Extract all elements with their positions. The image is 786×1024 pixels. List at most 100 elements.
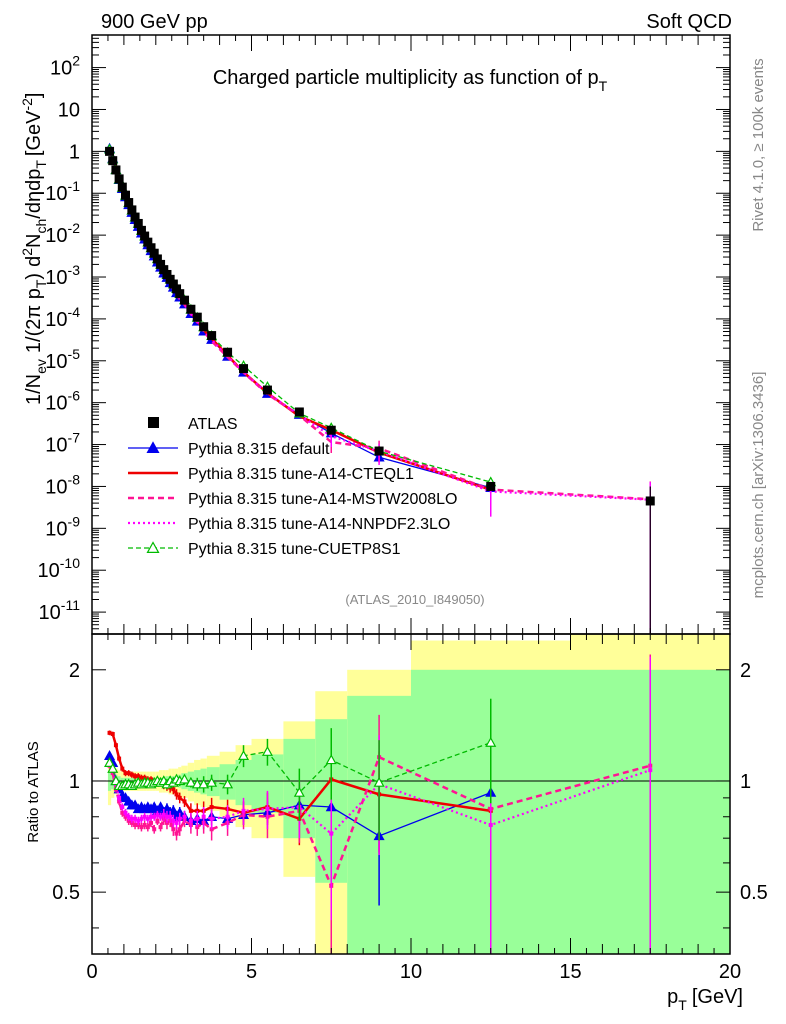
- ratio-point: [188, 818, 193, 823]
- ratio-point: [142, 822, 147, 827]
- ratio-point: [171, 787, 176, 792]
- ratio-point: [117, 756, 122, 761]
- data-point: [159, 265, 169, 275]
- data-point: [186, 304, 196, 314]
- data-point: [165, 274, 175, 284]
- ratio-point: [325, 754, 337, 765]
- data-point: [111, 165, 121, 175]
- ratio-point: [167, 805, 179, 816]
- ratio-ytick-label: 1: [69, 771, 80, 793]
- ratio-point: [485, 736, 497, 747]
- main-ytick-label: 10-7: [45, 430, 80, 457]
- data-point: [199, 322, 209, 332]
- data-point: [326, 425, 336, 435]
- main-ytick-label: 10-6: [45, 388, 80, 415]
- ratio-point: [488, 822, 493, 827]
- main-line-default: [108, 148, 491, 489]
- ratio-point: [155, 812, 160, 817]
- legend-label: Pythia 8.315 default: [188, 441, 330, 458]
- data-point: [146, 243, 156, 253]
- main-line-cuetp8: [108, 149, 491, 483]
- ratio-point: [177, 795, 182, 800]
- analysis-label: (ATLAS_2010_I849050): [345, 592, 484, 607]
- main-ytick-label: 1: [69, 141, 80, 163]
- ratio-point: [164, 814, 169, 819]
- data-point: [143, 237, 153, 247]
- legend-item-nnpdf: Pythia 8.315 tune-A14-NNPDF2.3LO: [128, 516, 450, 533]
- legend-item-mstw: Pythia 8.315 tune-A14-MSTW2008LO: [128, 491, 457, 508]
- data-point: [168, 279, 178, 289]
- data-point: [114, 174, 124, 184]
- ratio-point: [195, 816, 200, 821]
- ratio-point: [177, 816, 182, 821]
- data-point: [262, 385, 272, 395]
- data-point: [124, 198, 134, 208]
- data-point: [136, 225, 146, 235]
- ratio-ytick-label: 2: [69, 660, 80, 682]
- x-tick-label: 20: [719, 961, 741, 983]
- data-point: [152, 254, 162, 264]
- main-series-default: [104, 142, 497, 492]
- main-ytick-label: 10-2: [45, 220, 80, 247]
- ratio-point: [136, 774, 141, 779]
- ratio-point: [373, 776, 385, 787]
- ratio-point: [126, 814, 131, 819]
- ratio-point: [174, 820, 179, 825]
- legend-item-a14cteq: Pythia 8.315 tune-A14-CTEQL1: [128, 466, 414, 483]
- ratio-point: [149, 814, 154, 819]
- ratio-point: [168, 814, 173, 819]
- ratio-point: [161, 812, 166, 817]
- data-point: [180, 295, 190, 305]
- ratio-point: [174, 831, 179, 836]
- main-ytick-label: 10-4: [45, 304, 80, 331]
- main-ytick-label: 10-5: [45, 346, 80, 373]
- ratio-point: [238, 750, 250, 760]
- ratio-point: [174, 792, 179, 797]
- ratio-ytick-label-right: 1: [740, 771, 751, 793]
- main-series-cuetp8: [104, 143, 497, 487]
- main-ytick-label: 10: [58, 99, 80, 121]
- legend-marker: [146, 541, 160, 554]
- data-point: [192, 312, 202, 322]
- main-ytick-label: 10-10: [38, 555, 81, 582]
- ratio-point: [152, 814, 157, 819]
- ratio-point: [198, 778, 210, 789]
- ratio-point: [149, 820, 154, 825]
- ratio-point: [177, 827, 182, 832]
- ratio-point: [113, 743, 118, 748]
- data-point: [108, 156, 118, 166]
- data-point: [223, 347, 233, 357]
- ratio-point: [648, 768, 653, 773]
- rivet-label: Rivet 4.1.0, ≥ 100k events: [750, 58, 767, 231]
- ratio-point: [117, 795, 122, 800]
- ratio-point: [155, 801, 167, 812]
- data-point: [120, 190, 130, 200]
- data-point: [207, 331, 217, 341]
- data-point: [172, 284, 182, 294]
- legend-marker: [148, 417, 159, 428]
- legend-label: Pythia 8.315 tune-A14-NNPDF2.3LO: [188, 516, 450, 533]
- ratio-point: [206, 776, 218, 787]
- ratio-point: [329, 831, 334, 836]
- ratio-point: [145, 816, 150, 821]
- legend-item-default: Pythia 8.315 default: [128, 441, 330, 458]
- ratio-band-stat: [235, 759, 252, 806]
- legend: ATLAS Pythia 8.315 default Pythia 8.315 tu…: [128, 416, 457, 558]
- main-ytick-label: 10-9: [45, 513, 80, 540]
- data-point: [239, 364, 249, 374]
- ratio-point: [265, 806, 270, 811]
- ratio-point: [120, 805, 125, 810]
- ratio-point: [222, 778, 234, 789]
- ratio-point: [158, 814, 163, 819]
- ratio-point: [182, 814, 187, 819]
- ratio-point: [178, 773, 191, 784]
- ratio-point: [171, 827, 176, 832]
- ratio-point: [209, 805, 214, 810]
- main-ytick-label: 10-11: [39, 597, 81, 624]
- x-tick-label: 0: [86, 961, 97, 983]
- header-right: Soft QCD: [646, 11, 732, 33]
- ratio-point: [293, 786, 305, 797]
- legend-item-cuetp8: Pythia 8.315 tune-CUETP8S1: [128, 541, 401, 558]
- ratio-curves: [104, 654, 653, 954]
- ratio-point: [120, 766, 125, 771]
